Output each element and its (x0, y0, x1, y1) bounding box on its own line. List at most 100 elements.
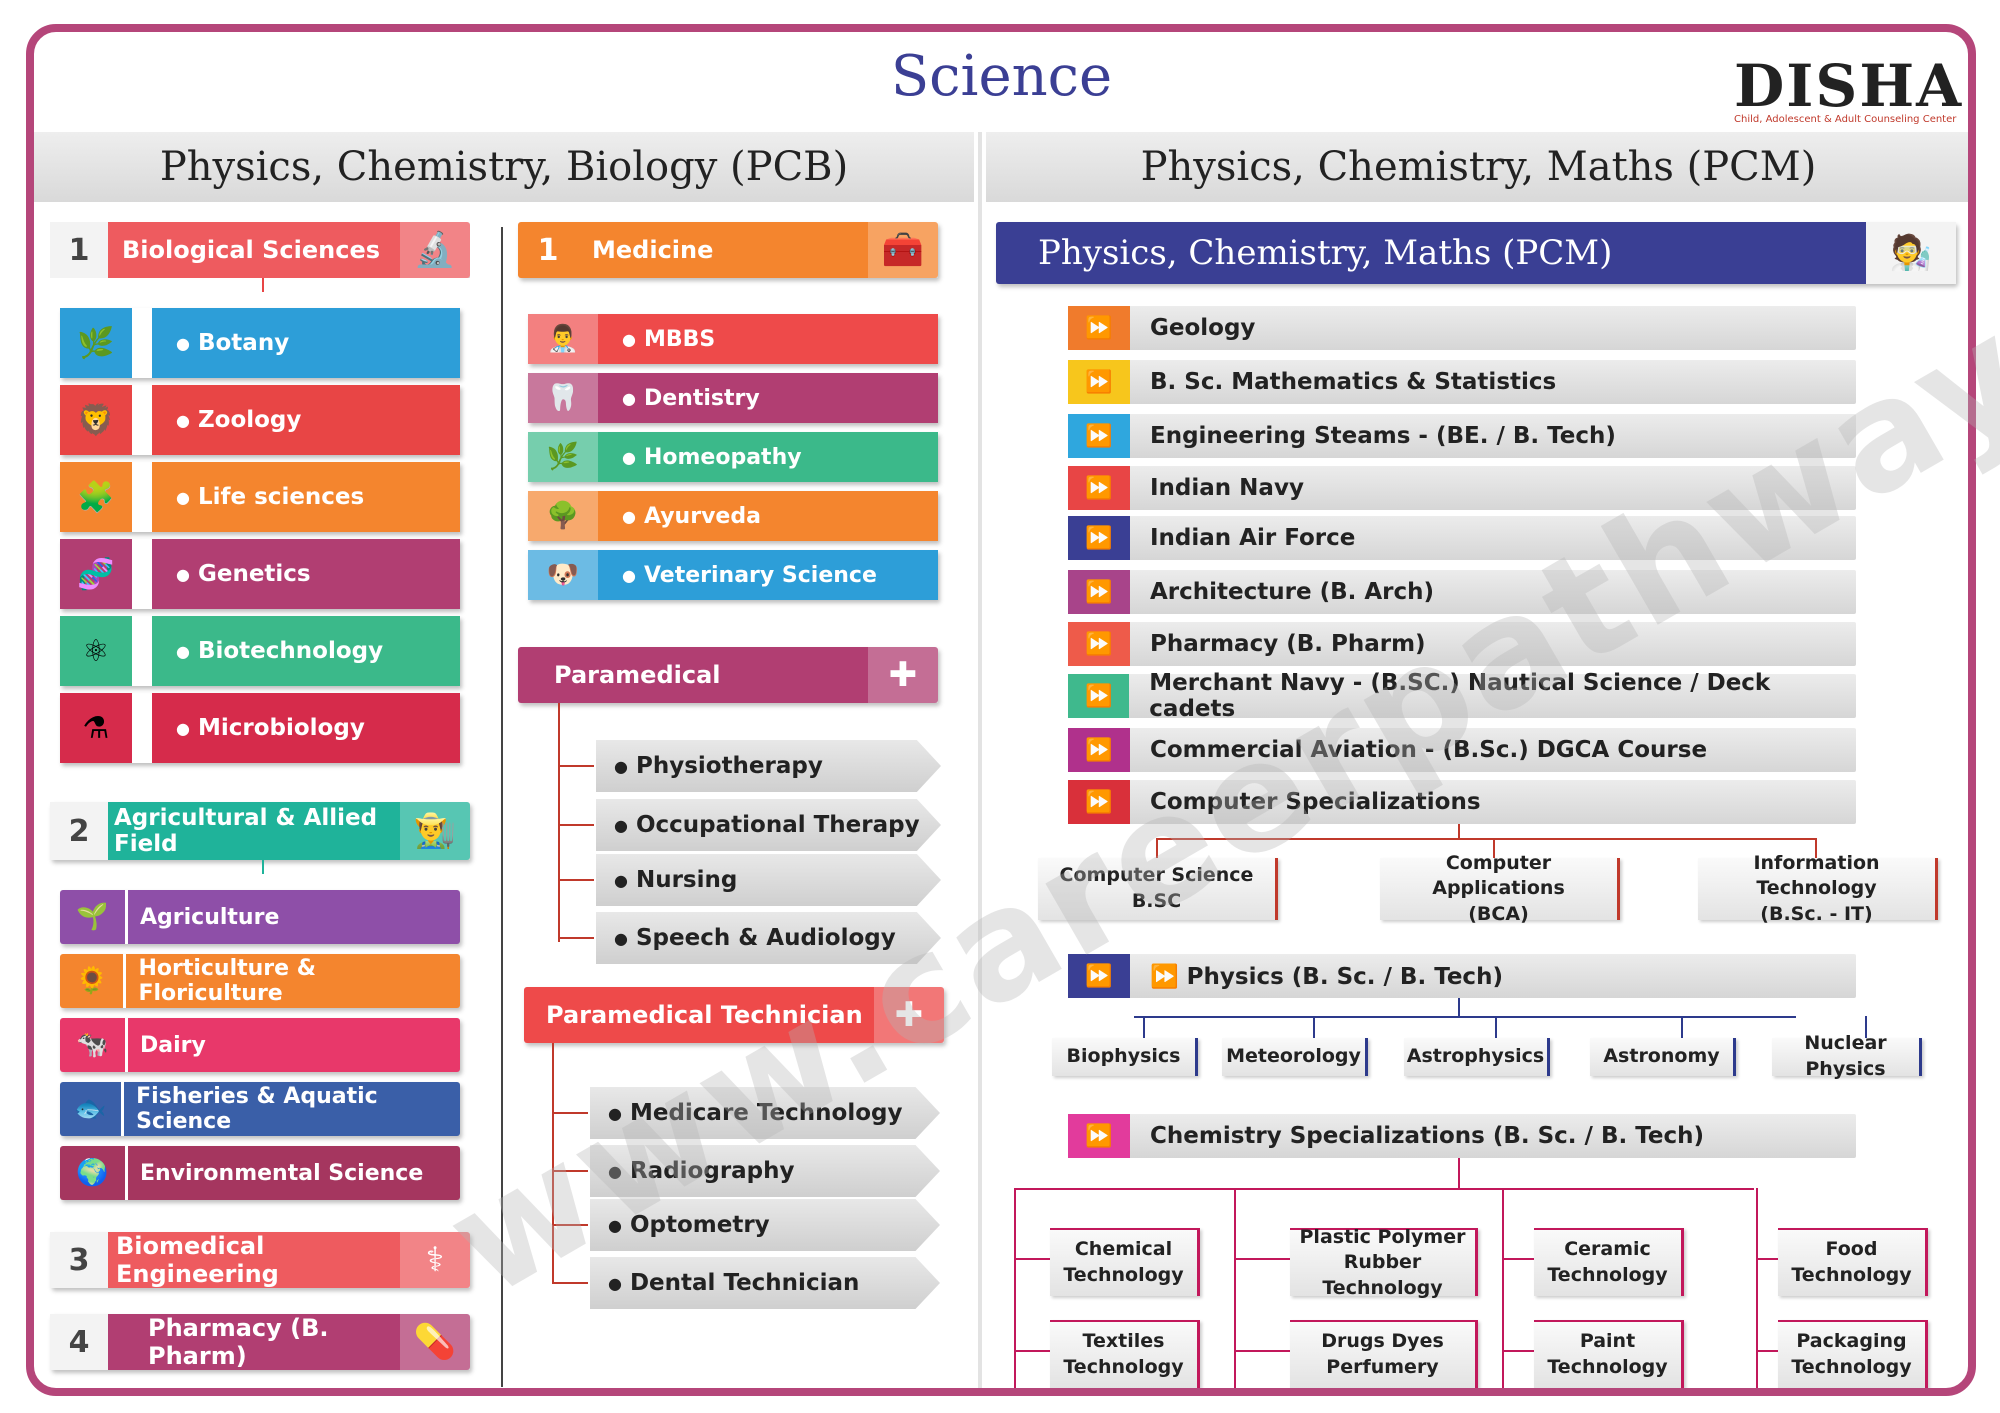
agri-item-1[interactable]: 🌻 Horticulture & Floriculture (60, 954, 460, 1008)
pcm-row-9[interactable]: ⏩ Computer Specializations (1068, 780, 1856, 824)
pcm-row-3[interactable]: ⏩ Indian Navy (1068, 466, 1856, 510)
bio-item-3[interactable]: 🧬 Genetics (60, 539, 460, 609)
fast-forward-icon: ⏩ (1068, 622, 1130, 666)
scientist-icon: 🧑‍🔬 (1866, 222, 1956, 284)
medicine-num: 1 (537, 232, 559, 268)
bio-item-2[interactable]: 🧩 Life sciences (60, 462, 460, 532)
medical-cross-icon: ✚ (868, 647, 938, 703)
bio-icon-0: 🌿 (60, 308, 132, 378)
paramedical-item-3[interactable]: Speech & Audiology (596, 912, 941, 964)
bio-item-1[interactable]: 🦁 Zoology (60, 385, 460, 455)
tech-link-0 (552, 1112, 588, 1114)
fast-forward-icon: ⏩ (1068, 414, 1130, 458)
pcm-row-label-7: Merchant Navy - (B.SC.) Nautical Science… (1149, 670, 1771, 722)
agri-label-4: Environmental Science (140, 1160, 424, 1186)
biomedical-banner: 3 Biomedical Engineering ⚕ (50, 1232, 470, 1288)
paramedical-item-1[interactable]: Occupational Therapy (596, 799, 941, 851)
pcm-row-2[interactable]: ⏩ Engineering Steams - (BE. / B. Tech) (1068, 414, 1856, 458)
chemistry-box-5[interactable]: Drugs Dyes Perfumery (1290, 1320, 1478, 1388)
chem-link-2 (1502, 1258, 1534, 1260)
para-link-0 (558, 765, 594, 767)
pcm-row-5[interactable]: ⏩ Architecture (B. Arch) (1068, 570, 1856, 614)
computer-box-1[interactable]: Computer Applications (BCA) (1380, 852, 1620, 925)
bio-label-4: Biotechnology (152, 616, 460, 686)
chem-link-3 (1756, 1258, 1778, 1260)
phys-link-3 (1681, 1016, 1683, 1038)
pcm-row-4[interactable]: ⏩ Indian Air Force (1068, 516, 1856, 560)
medicine-label-2: Homeopathy (598, 432, 802, 482)
paratech-banner: Paramedical Technician ✚ (524, 987, 944, 1043)
paratech-item-1[interactable]: Radiography (590, 1145, 940, 1197)
computer-box-2[interactable]: Information Technology (B.Sc. - IT) (1698, 852, 1938, 925)
chemistry-box-2[interactable]: Ceramic Technology (1534, 1228, 1684, 1296)
pcm-row-6[interactable]: ⏩ Pharmacy (B. Pharm) (1068, 622, 1856, 666)
bio-icon-3: 🧬 (60, 539, 132, 609)
pcm-row-label-2: Engineering Steams - (BE. / B. Tech) (1150, 423, 1616, 449)
first-aid-icon: 🧰 (868, 222, 938, 278)
agri-icon-3: 🐟 (60, 1082, 125, 1136)
agricultural-banner: 2 Agricultural & Allied Field 👨‍🌾 (50, 802, 470, 860)
chemistry-box-3[interactable]: Food Technology (1778, 1228, 1928, 1296)
physics-box-1[interactable]: Meteorology (1222, 1038, 1368, 1076)
agri-icon-0: 🌱 (60, 890, 128, 944)
column-divider (978, 132, 982, 1388)
phys-link-4 (1865, 1016, 1867, 1038)
physics-row[interactable]: ⏩ ⏩ Physics (B. Sc. / B. Tech) (1068, 954, 1856, 998)
pharmacist-icon: 💊 (400, 1314, 470, 1370)
chemistry-box-6[interactable]: Paint Technology (1534, 1320, 1684, 1388)
pcm-row-0[interactable]: ⏩ Geology (1068, 306, 1856, 350)
pcb-header: Physics, Chemistry, Biology (PCB) (34, 132, 974, 202)
medicine-item-0[interactable]: 👨‍⚕MBBS (528, 314, 938, 364)
agri-item-2[interactable]: 🐄 Dairy (60, 1018, 460, 1072)
chemistry-box-1[interactable]: Plastic Polymer Rubber Technology (1290, 1226, 1478, 1299)
paramedical-item-2[interactable]: Nursing (596, 854, 941, 906)
physics-box-4[interactable]: Nuclear Physics (1772, 1032, 1922, 1080)
computer-box-0[interactable]: Computer Science B.SC (1038, 858, 1278, 920)
pharm-num: 4 (50, 1314, 108, 1370)
medicine-item-2[interactable]: 🌿Homeopathy (528, 432, 938, 482)
pcm-banner-label: Physics, Chemistry, Maths (PCM) (1038, 233, 1613, 273)
pcm-row-7[interactable]: ⏩ Merchant Navy - (B.SC.) Nautical Scienc… (1068, 670, 1856, 722)
bio-label: Biological Sciences (122, 236, 381, 264)
physics-box-0[interactable]: Biophysics (1052, 1038, 1198, 1076)
pcm-row-8[interactable]: ⏩ Commercial Aviation - (B.Sc.) DGCA Cour… (1068, 728, 1856, 772)
chem-link-1 (1234, 1258, 1290, 1260)
paratech-item-0[interactable]: Medicare Technology (590, 1087, 940, 1139)
agri-num: 2 (50, 802, 108, 860)
bio-label-5: Microbiology (152, 693, 460, 763)
paramedical-item-0[interactable]: Physiotherapy (596, 740, 941, 792)
pcm-row-1[interactable]: ⏩ B. Sc. Mathematics & Statistics (1068, 360, 1856, 404)
agri-item-4[interactable]: 🌍 Environmental Science (60, 1146, 460, 1200)
medicine-label-1: Dentistry (598, 373, 760, 423)
chemistry-box-0[interactable]: Chemical Technology (1050, 1228, 1200, 1296)
fast-forward-icon: ⏩ (1068, 306, 1130, 350)
medicine-item-1[interactable]: 🦷Dentistry (528, 373, 938, 423)
physics-box-2[interactable]: Astrophysics (1404, 1038, 1550, 1076)
bio-item-4[interactable]: ⚛ Biotechnology (60, 616, 460, 686)
poster-frame: Science DISHA Child, Adolescent & Adult … (26, 24, 1976, 1396)
agri-label-0: Agriculture (140, 904, 280, 930)
agri-item-3[interactable]: 🐟 Fisheries & Aquatic Science (60, 1082, 460, 1136)
chem-col-line-0 (1014, 1188, 1016, 1388)
medicine-item-3[interactable]: 🌳Ayurveda (528, 491, 938, 541)
bio-item-5[interactable]: ⚗ Microbiology (60, 693, 460, 763)
tech-link-3 (552, 1282, 588, 1284)
paratech-item-2[interactable]: Optometry (590, 1199, 940, 1251)
chemistry-row[interactable]: ⏩ Chemistry Specializations (B. Sc. / B.… (1068, 1114, 1856, 1158)
chemistry-box-7[interactable]: Packaging Technology (1778, 1320, 1928, 1388)
pcm-banner: Physics, Chemistry, Maths (PCM) 🧑‍🔬 (996, 222, 1956, 284)
para-link-2 (558, 879, 594, 881)
chem-link-6 (1502, 1350, 1534, 1352)
bio-item-0[interactable]: 🌿 Botany (60, 308, 460, 378)
fast-forward-icon: ⏩ (1068, 780, 1130, 824)
bio-label-3: Genetics (152, 539, 460, 609)
farmer-icon: 👨‍🌾 (400, 802, 470, 860)
agri-label-1: Horticulture & Floriculture (138, 956, 316, 1006)
agri-item-0[interactable]: 🌱 Agriculture (60, 890, 460, 944)
chem-link-7 (1756, 1350, 1778, 1352)
chemistry-box-4[interactable]: Textiles Technology (1050, 1320, 1200, 1388)
medicine-item-4[interactable]: 🐶Veterinary Science (528, 550, 938, 600)
physics-box-3[interactable]: Astronomy (1590, 1038, 1736, 1076)
fast-forward-icon: ⏩ (1068, 954, 1130, 998)
paratech-item-3[interactable]: Dental Technician (590, 1257, 940, 1309)
